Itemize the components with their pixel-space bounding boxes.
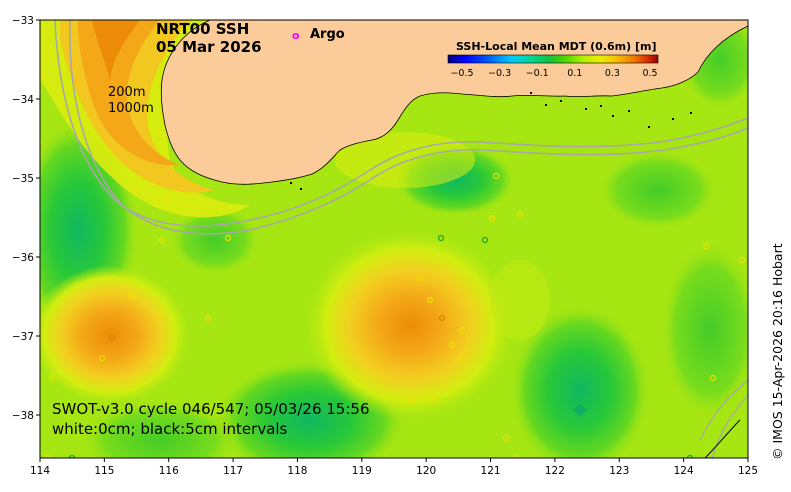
y-tick-label: −38 [12, 410, 34, 422]
x-tick-label: 117 [223, 465, 243, 477]
x-tick-label: 121 [481, 465, 501, 477]
imos-credit: © IMOS 15-Apr-2026 20:16 Hobart [770, 243, 785, 460]
y-tick-label: −33 [12, 15, 34, 27]
y-tick-label: −35 [12, 173, 34, 185]
x-tick-label: 120 [416, 465, 436, 477]
map-title-line1: NRT00 SSH [156, 20, 249, 38]
x-tick-label: 122 [545, 465, 565, 477]
x-tick-label: 118 [287, 465, 307, 477]
x-tick-label: 125 [738, 465, 758, 477]
map-title-line2: 05 Mar 2026 [156, 38, 262, 56]
isobath-200m-label: 200m [108, 85, 145, 100]
colorbar-tick-label: 0.1 [567, 68, 582, 79]
isobath-1000m [69, 20, 748, 235]
y-axis: −33 −34 −35 −36 −37 −38 [12, 15, 40, 422]
colorbar-tick-label: −0.5 [450, 68, 473, 79]
x-tick-label: 123 [609, 465, 629, 477]
swot-annotation-line1: SWOT-v3.0 cycle 046/547; 05/03/26 15:56 [52, 400, 370, 418]
colorbar: SSH-Local Mean MDT (0.6m) [m] −0.5 −0.3 −0… [447, 40, 659, 79]
colorbar-title: SSH-Local Mean MDT (0.6m) [m] [456, 40, 656, 53]
colorbar-scale [447, 54, 659, 64]
x-tick-label: 115 [94, 465, 114, 477]
y-tick-label: −37 [12, 331, 34, 343]
colorbar-tick-label: 0.5 [642, 68, 657, 79]
ssh-field [40, 20, 748, 458]
colorbar-tick-label: 0.3 [605, 68, 620, 79]
plot-frame [39, 19, 749, 459]
x-tick-label: 114 [30, 465, 50, 477]
colorbar-tick-label: −0.1 [526, 68, 549, 79]
argo-legend: o Argo [292, 27, 345, 42]
isobath-200m [54, 20, 748, 227]
argo-label: Argo [310, 27, 345, 42]
x-tick-label: 119 [352, 465, 372, 477]
x-axis: 114 115 116 117 118 119 120 121 122 123 124 125 [30, 458, 758, 477]
isobath-1000m-label: 1000m [108, 101, 154, 116]
swot-annotation-line2: white:0cm; black:5cm intervals [52, 420, 288, 438]
x-tick-label: 124 [674, 465, 694, 477]
argo-floats [40, 72, 746, 458]
argo-marker-icon: o [292, 29, 300, 42]
colorbar-tick-label: −0.3 [488, 68, 511, 79]
x-tick-label: 116 [159, 465, 179, 477]
y-tick-label: −36 [12, 252, 34, 264]
y-tick-label: −34 [12, 94, 34, 106]
